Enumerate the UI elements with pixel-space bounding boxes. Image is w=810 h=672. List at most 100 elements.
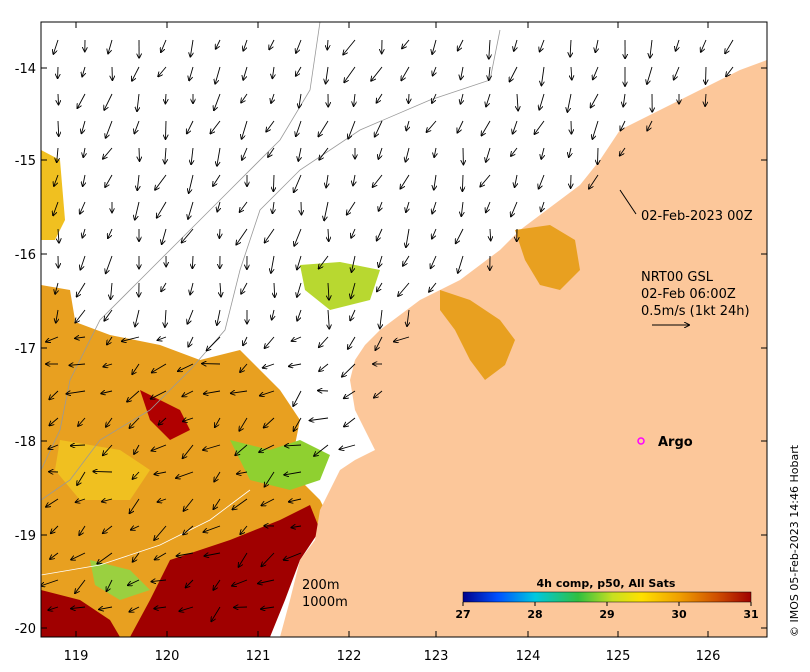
current-vector bbox=[284, 552, 302, 560]
current-vector bbox=[261, 498, 275, 506]
current-vector bbox=[489, 39, 490, 59]
current-vector bbox=[432, 93, 437, 103]
lon-tick-label: 126 bbox=[696, 649, 721, 664]
current-vector bbox=[215, 66, 221, 84]
current-vector bbox=[374, 390, 383, 398]
current-vector bbox=[108, 39, 113, 54]
current-vector bbox=[133, 471, 140, 479]
current-vector bbox=[676, 39, 679, 51]
current-vector bbox=[264, 417, 275, 428]
current-vector bbox=[351, 228, 356, 238]
current-vector bbox=[351, 282, 356, 298]
current-vector bbox=[210, 120, 221, 134]
current-vector bbox=[296, 120, 302, 136]
current-vector bbox=[328, 309, 329, 329]
current-vector bbox=[219, 228, 220, 238]
current-vector bbox=[159, 417, 167, 425]
current-vector bbox=[570, 39, 571, 57]
current-vector bbox=[135, 201, 140, 220]
current-vector bbox=[489, 66, 490, 80]
current-vector bbox=[265, 228, 275, 243]
current-vector bbox=[432, 201, 437, 214]
isobath-white bbox=[41, 489, 251, 576]
current-vector bbox=[139, 147, 140, 161]
current-vector bbox=[203, 444, 221, 450]
current-vector bbox=[285, 445, 302, 446]
current-vector bbox=[567, 93, 572, 112]
current-vector bbox=[217, 201, 220, 212]
current-vector bbox=[190, 39, 193, 57]
current-vector bbox=[207, 336, 221, 351]
current-vector bbox=[187, 309, 194, 324]
current-vector bbox=[83, 174, 85, 186]
isobath-label-1000m: 1000m bbox=[302, 595, 348, 610]
current-vector bbox=[265, 336, 275, 348]
current-vector bbox=[204, 391, 221, 394]
current-vector bbox=[204, 553, 221, 556]
current-vector bbox=[188, 201, 194, 219]
current-vector bbox=[183, 418, 194, 421]
current-vector bbox=[135, 309, 140, 326]
current-vector bbox=[166, 120, 167, 139]
current-vector bbox=[137, 174, 139, 190]
isobath-200m bbox=[41, 29, 501, 501]
current-vector bbox=[297, 309, 302, 321]
current-vector bbox=[434, 174, 436, 190]
lat-tick-label: -19 bbox=[15, 529, 36, 544]
current-vector bbox=[165, 309, 166, 327]
current-vector bbox=[294, 174, 302, 192]
current-vector bbox=[134, 444, 140, 454]
current-vector bbox=[298, 147, 301, 161]
current-vector bbox=[510, 66, 518, 82]
current-vector bbox=[591, 93, 599, 108]
current-vector bbox=[271, 255, 275, 273]
current-vector bbox=[239, 552, 248, 567]
current-vector bbox=[132, 66, 140, 81]
current-vector bbox=[55, 282, 58, 294]
current-vector bbox=[539, 93, 545, 110]
current-vector bbox=[482, 120, 491, 136]
current-vector bbox=[203, 525, 221, 532]
current-vector bbox=[177, 553, 194, 556]
lat-axis: -14 -15 -16 -17 -18 -19 -20 bbox=[15, 62, 767, 637]
sst-gulf-west bbox=[440, 290, 515, 380]
current-vector bbox=[240, 363, 248, 372]
current-vector bbox=[69, 364, 86, 365]
current-vector bbox=[211, 606, 221, 621]
current-vector bbox=[80, 201, 86, 214]
current-vector bbox=[41, 579, 59, 586]
current-vector bbox=[403, 255, 410, 266]
current-vector bbox=[398, 282, 410, 296]
current-vector bbox=[271, 93, 274, 103]
current-vector bbox=[76, 499, 86, 502]
current-vector bbox=[461, 201, 463, 216]
current-vector bbox=[217, 309, 220, 325]
current-vector bbox=[291, 526, 302, 528]
current-vector bbox=[75, 337, 86, 338]
lon-tick-label: 122 bbox=[337, 649, 362, 664]
sst-field-west-edge-2 bbox=[41, 285, 75, 345]
current-vector bbox=[486, 147, 491, 162]
current-vector bbox=[462, 174, 463, 191]
current-vector bbox=[106, 120, 113, 138]
current-vector bbox=[457, 120, 464, 133]
current-vector bbox=[569, 147, 571, 157]
current-vector bbox=[258, 579, 275, 584]
current-vector bbox=[111, 282, 113, 299]
current-vector bbox=[152, 444, 167, 451]
lon-tick-label: 125 bbox=[606, 649, 631, 664]
current-vector bbox=[461, 66, 463, 79]
current-vector bbox=[706, 66, 707, 84]
current-vector bbox=[375, 336, 383, 350]
current-vector bbox=[379, 255, 382, 267]
current-vector bbox=[486, 201, 491, 212]
current-vector bbox=[377, 93, 383, 103]
current-vector bbox=[432, 39, 437, 54]
current-vector bbox=[598, 147, 599, 164]
current-vector bbox=[97, 552, 113, 564]
lat-tick-label: -18 bbox=[15, 435, 36, 450]
current-vector bbox=[77, 282, 86, 297]
current-vector bbox=[162, 228, 167, 244]
current-vector bbox=[259, 444, 275, 452]
lon-tick-label: 120 bbox=[155, 649, 180, 664]
